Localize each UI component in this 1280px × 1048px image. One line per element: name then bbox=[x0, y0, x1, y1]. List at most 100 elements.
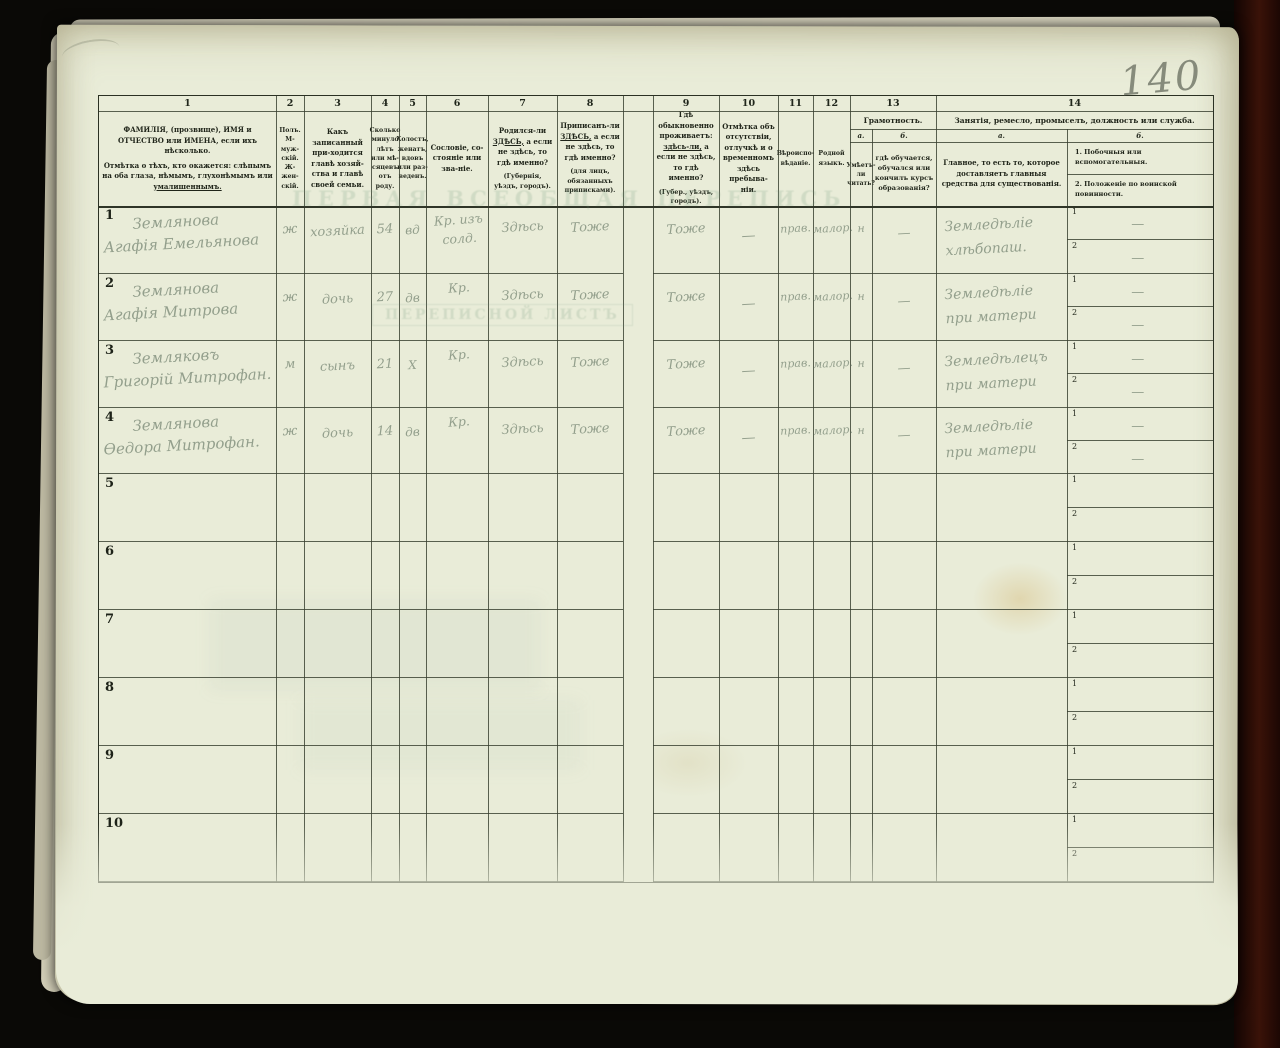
hw-abs: — bbox=[741, 295, 756, 313]
column-number-11: 11 bbox=[788, 98, 803, 109]
header-name-line1: ФАМИЛІЯ, (прозвище), ИМЯ и ОТЧЕСТВО или … bbox=[118, 125, 257, 155]
hw-rel: хозяйка bbox=[309, 222, 366, 241]
header-col-marital: Холостъ, женатъ, вдовъ или раз-веденъ. bbox=[396, 136, 429, 181]
grid-vline bbox=[399, 96, 400, 882]
column-number-2: 2 bbox=[286, 98, 294, 109]
grid-vline bbox=[623, 96, 624, 882]
grid-vline bbox=[426, 96, 427, 882]
hw-estate-line2: солд. bbox=[441, 229, 478, 247]
header-occupation-a-text: Главное, то есть то, которое доставляетъ… bbox=[941, 158, 1062, 189]
grid-vline bbox=[488, 96, 489, 882]
hw-side-dash: — bbox=[1131, 351, 1145, 367]
hw-estate-line1: Кр. bbox=[447, 413, 471, 430]
row-number: 1 bbox=[105, 208, 115, 223]
printed-sub-label: 1 bbox=[1072, 815, 1078, 824]
hw-lang: малор. bbox=[812, 422, 854, 438]
printed-sub-label: 2 bbox=[1072, 375, 1078, 384]
grid-hline bbox=[850, 142, 1213, 143]
hw-reg: Тоже bbox=[570, 353, 610, 372]
printed-sub-label: 2 bbox=[1072, 780, 1078, 790]
column-number-13: 13 bbox=[886, 98, 900, 109]
hw-litb: — bbox=[897, 427, 911, 444]
hw-side-dash: — bbox=[1131, 318, 1145, 334]
header-col-sex: Полъ. М-муж-скій. Ж-жен-скій. bbox=[279, 126, 301, 190]
hw-res: Тоже bbox=[666, 288, 706, 307]
hw-lit: н bbox=[857, 423, 865, 438]
grid-hline bbox=[850, 129, 1213, 130]
hw-litb: — bbox=[897, 293, 911, 310]
hw-estate: Кр. bbox=[421, 343, 496, 367]
row-number: 5 bbox=[105, 476, 115, 491]
hw-lit: н bbox=[857, 356, 865, 371]
row-number: 3 bbox=[105, 343, 115, 358]
row-number: 7 bbox=[105, 612, 115, 627]
hw-lit: н bbox=[857, 221, 865, 236]
hw-sex: ж bbox=[282, 289, 298, 306]
printed-sub-label: 1 bbox=[1072, 679, 1078, 688]
side-sub-cell-1: 1— bbox=[1067, 206, 1213, 240]
hw-born: Здѣсь bbox=[501, 420, 544, 439]
side-occupation-cell: 1 —2— bbox=[1067, 274, 1213, 340]
hw-lit: н bbox=[857, 289, 865, 304]
hw-reg: Тоже bbox=[570, 286, 610, 305]
hw-born: Здѣсь bbox=[501, 353, 544, 372]
side-sub-cell-2: 2— bbox=[1067, 307, 1213, 340]
printed-sub-label: 1 bbox=[1072, 207, 1078, 216]
side-occupation-cell: 1—2— bbox=[1067, 408, 1213, 473]
printed-sub-label: 2 bbox=[1072, 576, 1078, 586]
background-right-band bbox=[1234, 0, 1280, 1048]
hw-abs: — bbox=[741, 362, 756, 380]
hw-litb: — bbox=[897, 225, 911, 242]
row-number: 9 bbox=[105, 748, 115, 763]
printed-sub-label: 1 bbox=[1072, 475, 1078, 484]
column-number-5: 5 bbox=[409, 98, 416, 109]
hw-litb: — bbox=[897, 360, 911, 377]
hw-side-dash: — bbox=[1131, 250, 1145, 266]
hw-sex: ж bbox=[282, 423, 298, 440]
side-occupation-cell: 1—2— bbox=[1067, 206, 1213, 273]
column-number-12: 12 bbox=[824, 98, 839, 109]
side-sub-cell-2: 2— bbox=[1067, 441, 1213, 474]
printed-sub-label: 1 bbox=[1072, 275, 1078, 284]
header-col-name: ФАМИЛІЯ, (прозвище), ИМЯ и ОТЧЕСТВО или … bbox=[99, 111, 276, 206]
side-sub-cell-2: 2— bbox=[1067, 374, 1213, 407]
hw-age: 54 bbox=[376, 221, 394, 238]
grid-vline bbox=[1067, 129, 1068, 882]
side-sub-cell-2: 2 bbox=[1067, 576, 1213, 610]
hw-rel: сынъ bbox=[319, 358, 356, 375]
header-col-language: Родной языкъ. bbox=[818, 150, 845, 167]
header-col-residence: Гдѣ обыкновенно проживаетъ: здѣсь-ли, а … bbox=[656, 110, 716, 206]
printed-sub-label: 1 bbox=[1072, 409, 1078, 418]
hw-abs: — bbox=[741, 429, 756, 447]
hw-rel: дочь bbox=[321, 425, 354, 442]
grid-vline bbox=[936, 96, 937, 882]
hw-faith: прав. bbox=[779, 289, 812, 304]
hw-name: Землянова Агафія Емельянова bbox=[102, 207, 276, 259]
hw-occupation: Земледѣлецъ при матери bbox=[944, 345, 1071, 399]
grid-vline bbox=[778, 96, 779, 882]
table-row: 5 1 2 bbox=[99, 474, 1213, 542]
hw-reg: Тоже bbox=[570, 420, 610, 439]
hw-occupation: Земледѣліе при матери bbox=[944, 278, 1071, 332]
page-bottom-fade bbox=[56, 824, 1238, 1004]
column-number-8: 8 bbox=[586, 98, 594, 109]
printed-sub-label: 2 bbox=[1072, 508, 1078, 518]
hw-res: Тоже bbox=[666, 355, 706, 374]
grid-hline bbox=[99, 111, 1213, 112]
bleed-through-title: ПЕРВАЯ ВСЕОБЩАЯ ПЕРЕПИСЬ bbox=[291, 186, 847, 211]
paper-stain bbox=[972, 562, 1068, 636]
side-sub-cell-2: 2 bbox=[1067, 508, 1213, 542]
header-occupation-b1-text: 1. Побочныя или вспомогательныя. bbox=[1075, 148, 1148, 166]
hw-sex: ж bbox=[282, 221, 298, 238]
side-sub-cell-1: 1— bbox=[1067, 408, 1213, 441]
table-row: 1 1—2— Землянова Агафія Емельянова ж хозяйка 5… bbox=[99, 206, 1213, 274]
printed-sub-label: 2 bbox=[1072, 441, 1078, 451]
hw-estate-line1: Кр. bbox=[447, 279, 471, 296]
hw-lang: малор. bbox=[812, 288, 854, 304]
row-number: 6 bbox=[105, 544, 115, 559]
